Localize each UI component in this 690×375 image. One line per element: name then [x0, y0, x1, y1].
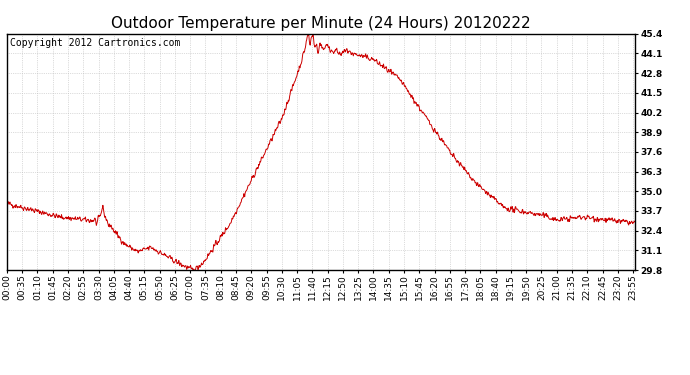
- Text: Copyright 2012 Cartronics.com: Copyright 2012 Cartronics.com: [10, 39, 180, 48]
- Title: Outdoor Temperature per Minute (24 Hours) 20120222: Outdoor Temperature per Minute (24 Hours…: [111, 16, 531, 31]
